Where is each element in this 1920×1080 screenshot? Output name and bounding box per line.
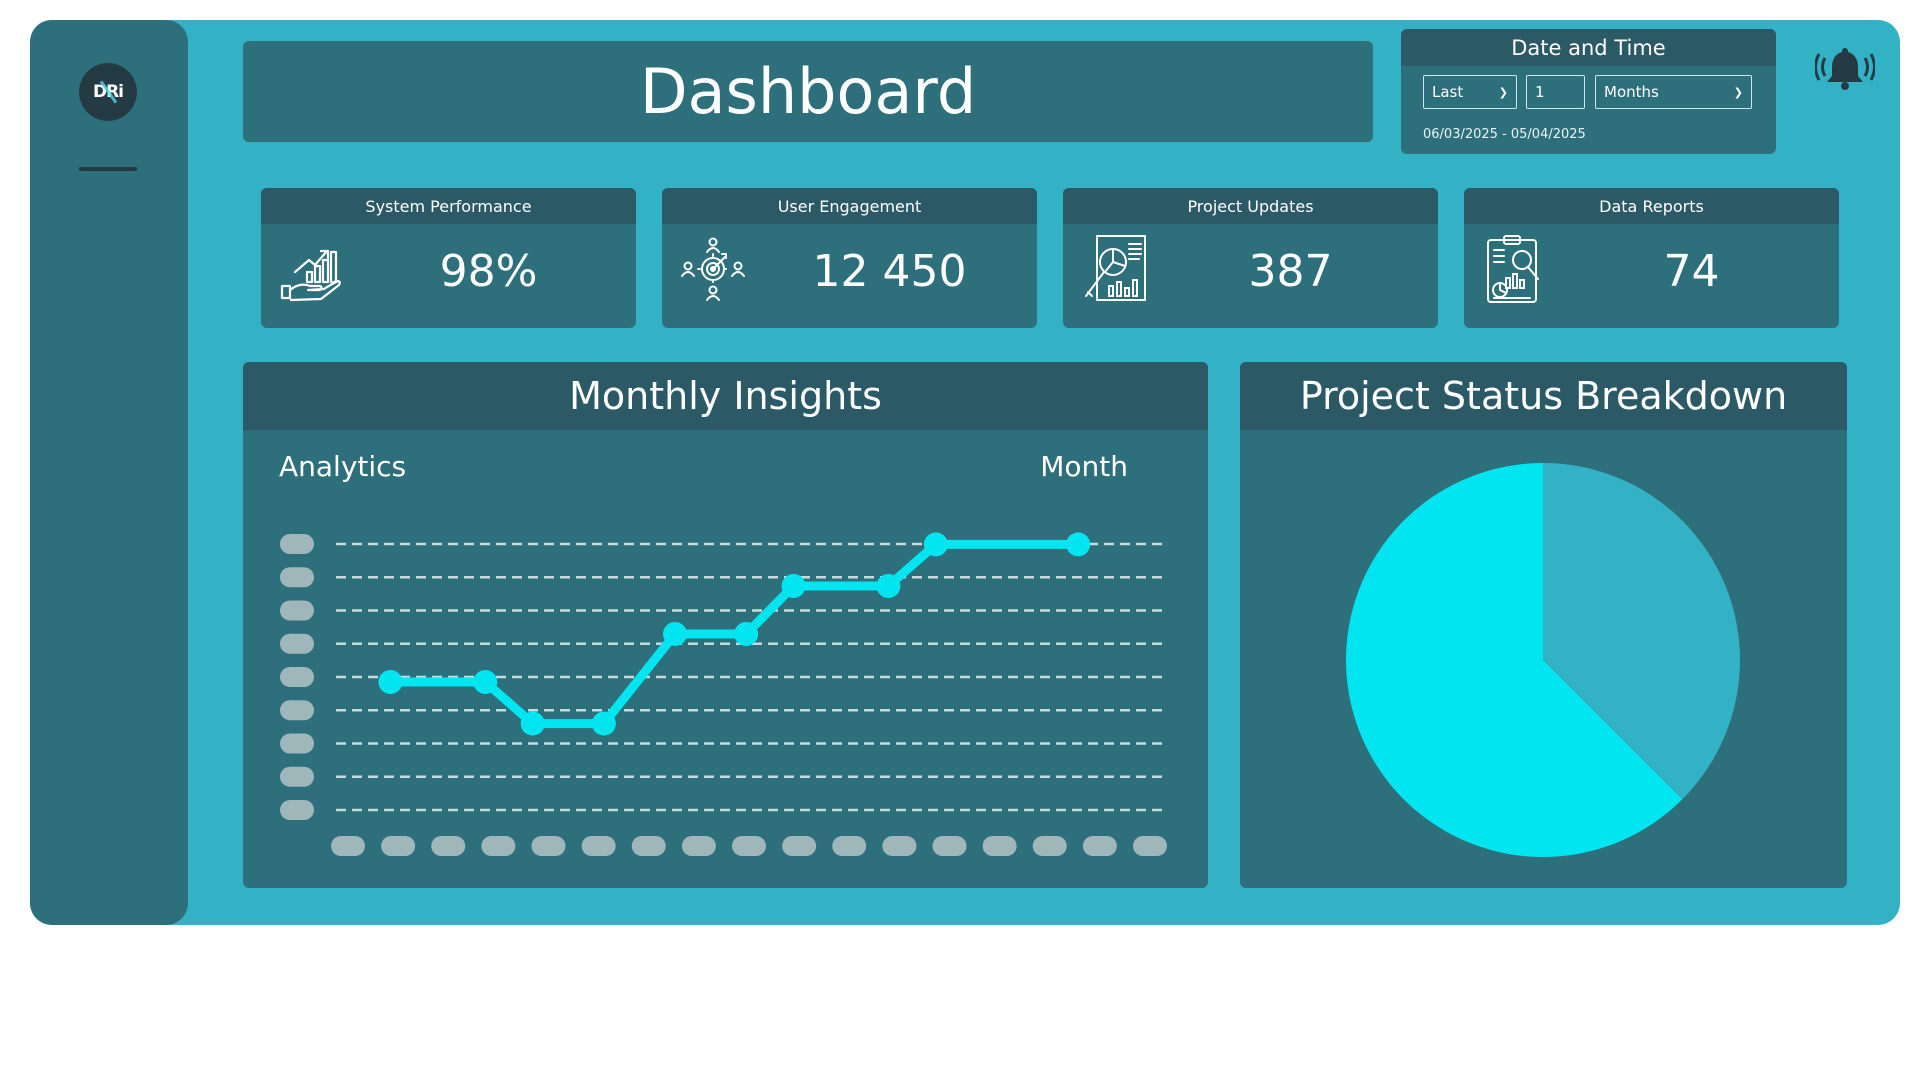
unit-select[interactable]: Months ❯ — [1595, 75, 1752, 109]
x-tick-placeholder — [431, 836, 466, 856]
kpi-title: Project Updates — [1063, 188, 1438, 224]
kpi-card-system-performance[interactable]: System Performance 98% — [261, 188, 636, 328]
x-tick-placeholder — [832, 836, 867, 856]
month-label: Month — [1040, 450, 1128, 483]
project-status-panel: Project Status Breakdown — [1240, 362, 1847, 888]
kpi-value: 74 — [1663, 246, 1720, 297]
line-chart — [280, 532, 1168, 856]
y-tick-placeholder — [280, 633, 314, 654]
growth-hand-icon — [280, 249, 341, 302]
logo[interactable]: DRi — [79, 63, 137, 121]
x-tick-placeholder — [581, 836, 616, 856]
y-tick-placeholder — [280, 600, 314, 621]
x-tick-placeholder — [982, 836, 1017, 856]
x-tick-placeholder — [1032, 836, 1067, 856]
date-time-heading: Date and Time — [1401, 29, 1776, 66]
kpi-value: 98% — [439, 246, 538, 297]
kpi-card-data-reports[interactable]: Data Reports 74 — [1464, 188, 1839, 328]
data-point[interactable] — [520, 711, 545, 736]
x-tick-placeholder — [681, 836, 716, 856]
x-tick-placeholder — [1133, 836, 1167, 856]
period-select[interactable]: Last ❯ — [1423, 75, 1517, 109]
data-point[interactable] — [663, 622, 687, 646]
count-input[interactable]: 1 — [1526, 75, 1585, 109]
pie-slice[interactable] — [1543, 463, 1740, 800]
data-point[interactable] — [1066, 532, 1091, 557]
data-point[interactable] — [734, 622, 759, 646]
y-tick-placeholder — [280, 800, 314, 820]
unit-select-value: Months — [1604, 83, 1659, 101]
y-tick-placeholder — [280, 667, 314, 687]
y-tick-placeholder — [280, 700, 314, 721]
monthly-insights-panel: Monthly Insights Analytics Month — [243, 362, 1208, 888]
x-tick-placeholder — [932, 836, 967, 856]
page-title: Dashboard — [639, 55, 977, 128]
kpi-title: User Engagement — [662, 188, 1037, 224]
target-network-icon — [681, 237, 745, 301]
sidebar-divider — [79, 167, 137, 171]
x-tick-placeholder — [531, 836, 566, 856]
x-tick-placeholder — [381, 836, 416, 856]
kpi-value: 12 450 — [812, 246, 967, 297]
y-tick-placeholder — [280, 567, 314, 588]
period-select-value: Last — [1432, 83, 1464, 101]
x-tick-placeholder — [481, 836, 516, 856]
x-tick-placeholder — [1082, 836, 1117, 856]
x-tick-placeholder — [331, 836, 365, 856]
data-point[interactable] — [876, 574, 901, 598]
notification-bell-icon[interactable] — [1814, 44, 1876, 94]
data-point[interactable] — [591, 711, 616, 736]
date-time-filter: Date and Time Last ❯ 1 Months ❯ 06/03/20… — [1401, 29, 1776, 154]
kpi-title: System Performance — [261, 188, 636, 224]
data-point[interactable] — [923, 532, 948, 557]
clipboard-analysis-icon — [1487, 235, 1539, 303]
data-point[interactable] — [781, 574, 806, 598]
panel-title: Monthly Insights — [243, 362, 1208, 430]
chevron-down-icon: ❯ — [1498, 85, 1508, 99]
x-tick-placeholder — [732, 836, 766, 856]
pie-chart — [1346, 463, 1740, 857]
report-magnifier-icon — [1085, 235, 1146, 301]
x-tick-placeholder — [882, 836, 917, 856]
x-tick-placeholder — [782, 836, 817, 856]
kpi-card-user-engagement[interactable]: User Engagement 12 450 — [662, 188, 1037, 328]
x-tick-placeholder — [631, 836, 666, 856]
date-range-text: 06/03/2025 - 05/04/2025 — [1423, 127, 1586, 142]
chevron-down-icon: ❯ — [1733, 85, 1743, 99]
kpi-value: 387 — [1248, 246, 1333, 297]
count-input-value: 1 — [1535, 83, 1545, 101]
series-line — [385, 539, 1083, 729]
data-point[interactable] — [473, 670, 498, 694]
data-point[interactable] — [378, 670, 403, 694]
sidebar: DRi — [30, 20, 188, 925]
y-tick-placeholder — [280, 733, 314, 754]
pie-slice[interactable] — [1346, 463, 1683, 857]
page-title-banner: Dashboard — [243, 41, 1373, 142]
kpi-card-project-updates[interactable]: Project Updates 387 — [1063, 188, 1438, 328]
y-tick-placeholder — [280, 766, 314, 787]
analytics-label: Analytics — [279, 450, 407, 483]
panel-title: Project Status Breakdown — [1240, 362, 1847, 430]
y-tick-placeholder — [280, 534, 314, 554]
kpi-title: Data Reports — [1464, 188, 1839, 224]
